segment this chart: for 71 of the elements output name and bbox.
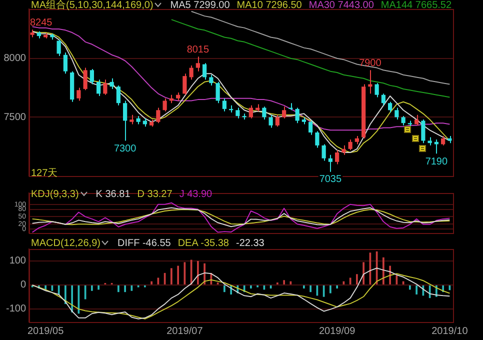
candlestick <box>388 101 392 113</box>
x-tick-label: 2019/05 <box>27 326 64 337</box>
chart-title: MACD(12,26,9) <box>31 238 100 249</box>
candlestick <box>421 119 426 144</box>
y-tick-label: 100 <box>9 256 26 267</box>
x-tick-label: 2019/10 <box>432 326 468 337</box>
text: DIFF -46.55 <box>117 238 171 249</box>
candlestick <box>162 98 167 112</box>
candlestick <box>414 114 419 126</box>
candlestick <box>90 68 94 85</box>
candlestick <box>401 116 406 126</box>
x-tick-label: 2019/07 <box>166 326 204 337</box>
candlestick <box>348 139 352 151</box>
candlestick <box>315 130 320 148</box>
candlestick <box>96 79 101 97</box>
candlestick <box>222 98 226 112</box>
candlestick <box>268 114 273 128</box>
candlestick <box>182 73 187 96</box>
y-tick-label: 0 <box>20 280 26 291</box>
candlestick <box>130 114 134 125</box>
text: K 36.81 <box>96 189 130 200</box>
text: MA5 7299.00 <box>170 0 230 11</box>
candlestick <box>56 39 61 57</box>
candlestick <box>103 79 108 96</box>
x-tick-label: 2019/09 <box>318 326 356 337</box>
candlestick <box>216 81 220 104</box>
candlestick <box>202 62 207 80</box>
chart-title: MA组合(5,10,30,144,169,0) <box>31 0 154 11</box>
text: MA30 7443.00 <box>308 0 374 11</box>
annotation: 7900 <box>359 58 382 69</box>
candlestick <box>236 107 240 119</box>
y-tick-label: 7500 <box>4 112 26 123</box>
candlestick <box>63 52 68 74</box>
candlestick <box>322 144 326 162</box>
candlestick <box>328 154 332 172</box>
annotation: 8015 <box>186 44 210 56</box>
annotation: 7035 <box>319 174 342 185</box>
candlestick <box>295 107 300 124</box>
candlestick <box>262 106 266 120</box>
annotation: 8245 <box>30 17 53 28</box>
candlestick <box>308 120 313 136</box>
annotation: 127天 <box>31 168 58 179</box>
candlestick <box>83 67 88 91</box>
series-label: D 33.27 <box>137 189 172 200</box>
annotation: 7190 <box>425 156 448 168</box>
candlestick <box>209 74 214 86</box>
text: MA10 7296.50 <box>236 0 302 11</box>
candlestick <box>76 87 81 102</box>
candlestick <box>441 136 446 146</box>
annotation: -22.33 <box>236 238 264 249</box>
candlestick <box>381 93 386 106</box>
candlestick <box>189 64 194 80</box>
candlestick <box>394 107 399 120</box>
chart-title: KDJ(9,3,3) <box>31 189 79 200</box>
text: MA144 7665.52 <box>380 0 452 11</box>
y-tick-label: -100 <box>6 304 26 315</box>
candlestick <box>196 56 200 72</box>
annotation: 7300 <box>114 143 137 154</box>
y-tick-label: 8000 <box>4 53 26 64</box>
candlestick <box>116 84 120 106</box>
series-label: J 43.90 <box>179 189 212 200</box>
candlestick <box>156 107 160 124</box>
candlestick <box>342 144 346 156</box>
candlestick <box>374 82 379 98</box>
candlestick <box>335 150 340 165</box>
candlestick <box>110 78 114 90</box>
candlestick <box>275 114 280 128</box>
candlestick <box>248 104 253 119</box>
candlestick <box>282 106 286 119</box>
text: DEA -35.38 <box>178 238 229 249</box>
candlestick <box>123 100 128 142</box>
